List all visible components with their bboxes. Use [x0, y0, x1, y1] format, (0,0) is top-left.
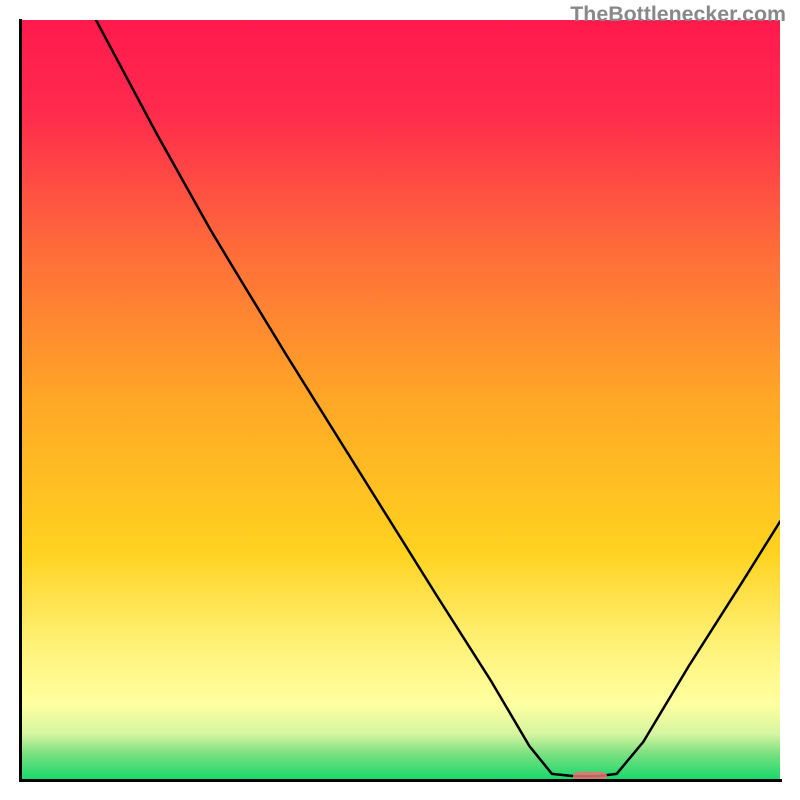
gradient-background [20, 20, 780, 780]
plot-area [20, 20, 780, 780]
y-axis [19, 19, 22, 782]
watermark-text: TheBottlenecker.com [570, 2, 786, 27]
x-axis [19, 779, 782, 782]
chart-container: TheBottlenecker.com [0, 0, 800, 800]
